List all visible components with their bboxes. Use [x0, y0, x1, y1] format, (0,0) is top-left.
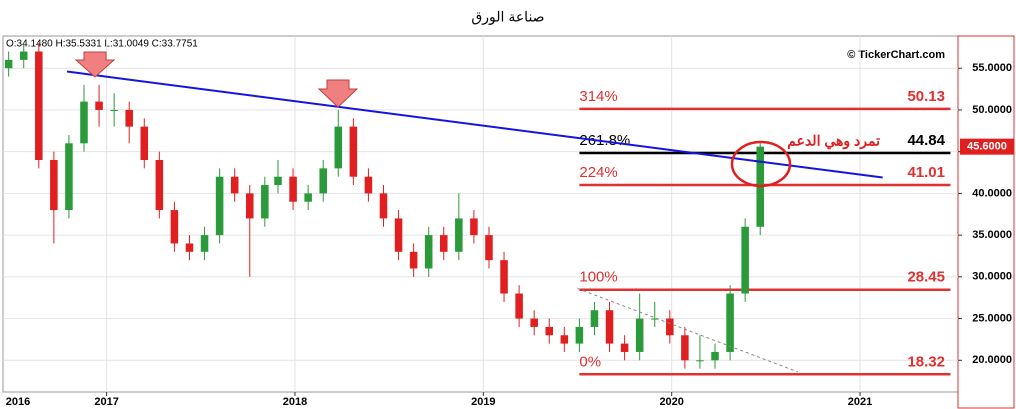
highlight-circle [730, 140, 792, 188]
candle-body [35, 51, 43, 161]
candle-body [726, 293, 734, 352]
candle-body [349, 126, 358, 177]
candle-body [140, 126, 149, 161]
candle-body [455, 218, 463, 252]
arrow [317, 79, 359, 108]
x-tick-label: 2019 [471, 396, 495, 408]
last-price-label: 45.6000 [967, 141, 1007, 153]
x-tick-label: 2021 [848, 396, 872, 408]
x-start-label: 2016 [6, 396, 30, 408]
candle-body [170, 210, 179, 244]
candle-body [500, 260, 508, 294]
candle-body [185, 243, 194, 252]
y-tick-label: 40.0000 [972, 187, 1012, 199]
candle-body [515, 293, 523, 319]
fib-value: 28.45 [907, 269, 945, 286]
candle-body [319, 168, 327, 194]
candle-body [200, 235, 209, 252]
fib-value: 41.01 [907, 164, 945, 181]
candle-body [424, 235, 433, 269]
candle-body [334, 126, 343, 169]
candle-body [440, 235, 448, 252]
y-tick-label: 35.0000 [972, 229, 1012, 241]
candle-body [364, 176, 373, 194]
candle-body [261, 185, 269, 219]
fib-value: 50.13 [907, 88, 945, 105]
candle-body [635, 318, 644, 352]
annotation: تمرد وهي الدعم [787, 133, 880, 150]
fib-label: 0% [579, 353, 601, 370]
candle-body [590, 310, 599, 327]
fib-value: 18.32 [907, 353, 945, 370]
last-price-box [960, 138, 1014, 155]
y-tick-label: 50.0000 [972, 104, 1012, 116]
candle-body [530, 318, 538, 327]
fib-value: 44.84 [907, 132, 945, 149]
y-tick-label: 20.0000 [972, 354, 1012, 366]
candle-body [666, 318, 674, 336]
candle-body [379, 193, 388, 219]
candle-body [696, 360, 704, 362]
candle-body [304, 193, 312, 202]
plot-layer: 20.000025.000030.000035.000040.000045.00… [3, 36, 1012, 408]
candle-body [741, 226, 749, 294]
candle-body [605, 310, 614, 344]
arrow [74, 51, 116, 78]
y-tick-label: 30.0000 [972, 271, 1012, 283]
candle-body [110, 109, 118, 111]
fib-label: 314% [579, 88, 617, 105]
candle-body [681, 335, 689, 361]
candle-body [620, 343, 629, 352]
candle-body [575, 326, 584, 344]
ohlc-info: O:34.1480 H:35.5331 L:31.0049 C:33.7751 [6, 39, 198, 50]
candle-body [245, 193, 254, 219]
candle-body [545, 326, 554, 336]
y-tick-label: 55.0000 [972, 62, 1012, 74]
candle-body [95, 101, 103, 110]
fib-label: 224% [579, 164, 617, 181]
candle-body [274, 176, 282, 186]
candle-body [125, 109, 133, 127]
y-tick-label: 25.0000 [972, 312, 1012, 324]
candle-body [155, 160, 164, 211]
axis-frame [957, 35, 1015, 409]
candle-body [50, 160, 58, 211]
candle-body [19, 51, 28, 60]
candle-body [485, 235, 493, 261]
candle-body [711, 351, 719, 361]
candle-body [230, 176, 239, 194]
trend-line [66, 70, 883, 179]
watermark: © TickerChart.com [847, 49, 945, 61]
x-tick-label: 2018 [283, 396, 307, 408]
candle-body [560, 335, 569, 344]
candle-body [470, 218, 478, 236]
candle-body [394, 218, 403, 252]
candle-body [215, 176, 224, 236]
x-tick-label: 2020 [659, 396, 683, 408]
candle-body [650, 318, 659, 320]
chart-title: صناعة الورق [471, 9, 544, 26]
candle-body [409, 251, 418, 269]
candle-body [4, 59, 13, 69]
fib-label: 100% [579, 269, 617, 286]
candle-body [289, 176, 297, 202]
x-tick-label: 2017 [94, 396, 118, 408]
candle-body [80, 101, 88, 144]
candle-body [65, 143, 73, 211]
